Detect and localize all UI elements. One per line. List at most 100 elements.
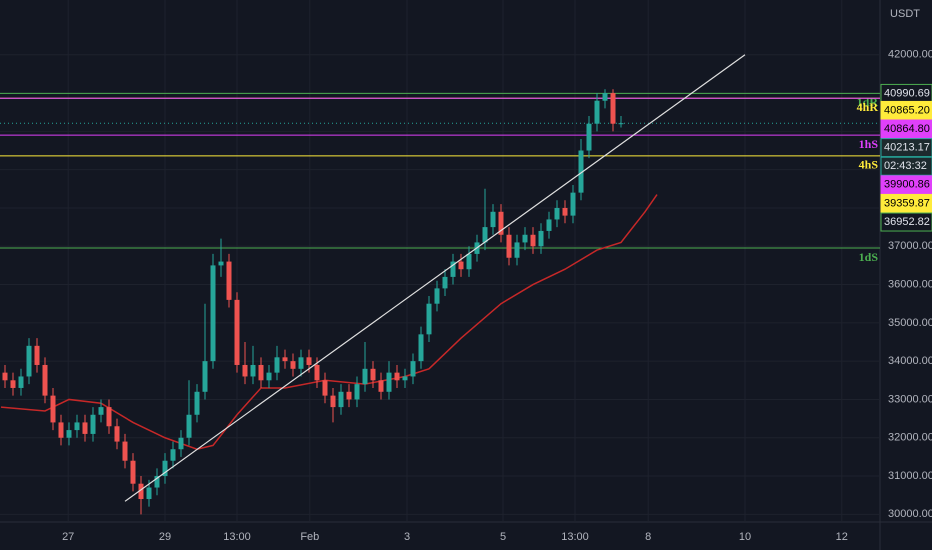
x-tick-label: 13:00 — [223, 531, 251, 543]
currency: USDT — [890, 8, 920, 20]
candle-body — [506, 234, 512, 258]
candle-body — [226, 261, 232, 300]
candle-body — [266, 372, 272, 381]
candle-body — [298, 357, 304, 369]
candle-body — [498, 211, 504, 235]
candle-body — [426, 303, 432, 335]
level-tag: 4hS — [859, 158, 879, 172]
candle-body — [322, 380, 328, 396]
candle-body — [82, 422, 88, 434]
candle-body — [434, 288, 440, 304]
y-tick-label: 37000.00 — [888, 240, 932, 252]
candle-body — [378, 380, 384, 392]
price-tag — [880, 156, 932, 176]
candle-body — [370, 368, 376, 381]
price-tag-label: 36952.82 — [884, 216, 930, 228]
candle-body — [202, 361, 208, 392]
price-tag — [880, 138, 932, 158]
candle-body — [130, 460, 136, 484]
y-tick-label: 31000.00 — [888, 470, 932, 482]
price-tag-label: 39900.86 — [884, 179, 930, 191]
price-tag-label: 40864.80 — [884, 123, 930, 135]
candle-body — [442, 276, 448, 289]
y-tick-label: 32000.00 — [888, 432, 932, 444]
candle-body — [530, 234, 536, 247]
candle-body — [538, 230, 544, 247]
x-tick-label: 8 — [645, 531, 651, 543]
price-tag — [880, 119, 932, 139]
y-tick-label: 36000.00 — [888, 278, 932, 290]
candle-body — [242, 364, 248, 377]
y-tick-label: 34000.00 — [888, 355, 932, 367]
y-tick-label: 30000.00 — [888, 508, 932, 520]
candle-body — [34, 345, 40, 365]
candle-body — [602, 93, 608, 101]
candle-body — [186, 414, 192, 438]
candle-body — [210, 265, 216, 362]
candle-body — [610, 93, 616, 124]
x-tick-label: 13:00 — [561, 531, 589, 543]
candle-body — [250, 364, 256, 377]
candle-body — [74, 422, 80, 431]
level-tag: 4hR — [857, 100, 879, 114]
candle-body — [362, 368, 368, 385]
x-tick-label: 29 — [159, 531, 171, 543]
y-tick-label: 33000.00 — [888, 393, 932, 405]
candle-body — [586, 123, 592, 151]
price-tag-label: 02:43:32 — [884, 160, 927, 172]
candle-body — [58, 422, 64, 438]
candle-body — [146, 487, 152, 500]
candle-body — [50, 395, 56, 423]
price-tag-label: 40865.20 — [884, 104, 930, 116]
candle-body — [138, 483, 144, 500]
candle-body — [10, 380, 16, 388]
candle-body — [546, 219, 552, 231]
price-tag — [880, 100, 932, 120]
candle-body — [282, 357, 288, 362]
candle-body — [402, 376, 408, 381]
candle-body — [122, 441, 128, 461]
candle-body — [594, 100, 600, 124]
candle-body — [490, 211, 496, 228]
candle-body — [330, 395, 336, 408]
candle-body — [90, 414, 96, 434]
candle-body — [618, 123, 624, 125]
candle-body — [290, 361, 296, 369]
candle-body — [66, 430, 72, 438]
y-tick-label: 42000.00 — [888, 49, 932, 61]
candle-body — [170, 449, 176, 461]
candle-body — [42, 364, 48, 396]
candle-body — [562, 207, 568, 216]
level-tag: 1hS — [859, 137, 879, 151]
trendline — [124, 54, 746, 502]
level-tag: 1dS — [859, 250, 879, 264]
x-tick-label: Feb — [300, 531, 319, 543]
candle-body — [114, 426, 120, 442]
x-tick-label: 12 — [836, 531, 848, 543]
candle-body — [570, 192, 576, 216]
x-tick-label: 27 — [62, 531, 74, 543]
price-tag — [880, 175, 932, 195]
candle-body — [578, 150, 584, 193]
candle-body — [18, 376, 24, 388]
candle-body — [106, 407, 112, 427]
candle-body — [554, 207, 560, 220]
price-tag-label: 40990.69 — [884, 87, 930, 99]
price-tag — [880, 212, 932, 232]
candle-body — [2, 372, 8, 381]
candle-body — [234, 299, 240, 365]
candle-body — [522, 234, 528, 243]
candle-body — [450, 261, 456, 277]
candle-body — [258, 364, 264, 381]
candle-body — [346, 391, 352, 400]
candle-body — [410, 361, 416, 377]
candle-body — [482, 227, 488, 243]
candle-body — [514, 242, 520, 258]
candle-body — [306, 357, 312, 365]
candle-body — [458, 261, 464, 270]
candle-body — [154, 476, 160, 488]
candle-body — [218, 261, 224, 266]
